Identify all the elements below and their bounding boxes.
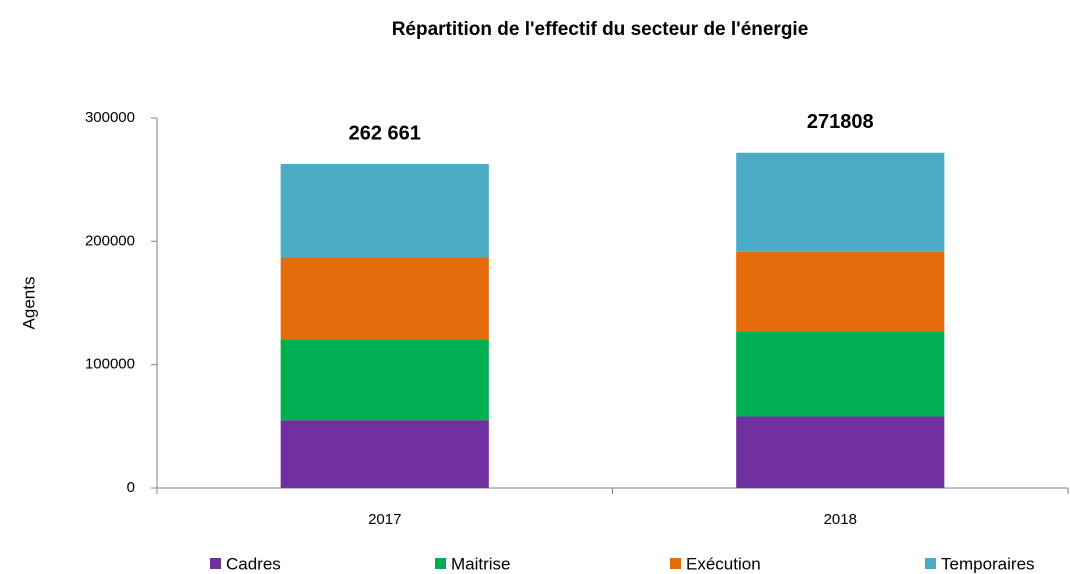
y-tick-label: 200000 bbox=[85, 232, 135, 249]
bar-segment bbox=[280, 164, 489, 258]
total-label: 271808 bbox=[807, 111, 874, 133]
x-tick-label: 2017 bbox=[368, 511, 401, 528]
bar-segment bbox=[736, 152, 945, 252]
total-label: 262 661 bbox=[349, 122, 421, 144]
bar-segment bbox=[280, 340, 489, 421]
legend-swatch bbox=[435, 558, 446, 569]
legend-swatch bbox=[210, 558, 221, 569]
chart-title: Répartition de l'effectif du secteur de … bbox=[392, 19, 809, 40]
bar-segment bbox=[280, 257, 489, 340]
bar-segment bbox=[736, 416, 945, 488]
bar-segment bbox=[736, 251, 945, 332]
y-axis-label: Agents bbox=[19, 277, 38, 330]
y-tick-label: 300000 bbox=[85, 109, 135, 126]
legend-label: Cadres bbox=[226, 554, 281, 573]
y-tick-label: 0 bbox=[127, 479, 135, 496]
x-tick-label: 2018 bbox=[824, 511, 857, 528]
bar-segment bbox=[736, 331, 945, 417]
bar-segment bbox=[280, 420, 489, 488]
y-tick-label: 100000 bbox=[85, 356, 135, 373]
legend-label: Exécution bbox=[686, 554, 761, 573]
legend-swatch bbox=[925, 558, 936, 569]
legend-label: Maitrise bbox=[451, 554, 511, 573]
legend-label: Temporaires bbox=[941, 554, 1035, 573]
legend-swatch bbox=[670, 558, 681, 569]
